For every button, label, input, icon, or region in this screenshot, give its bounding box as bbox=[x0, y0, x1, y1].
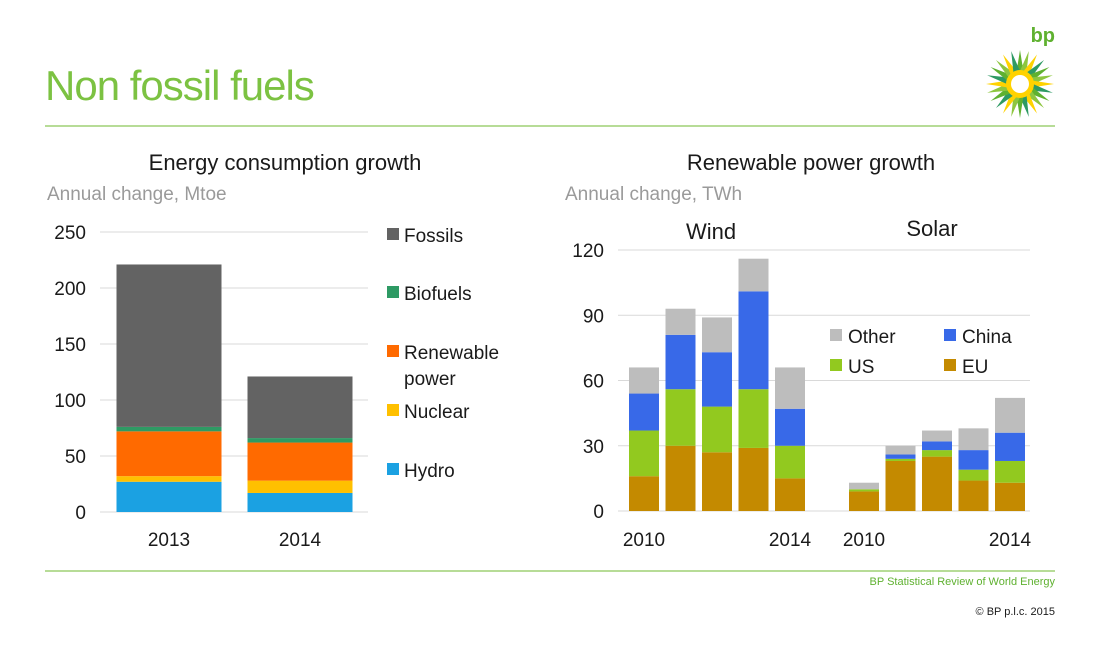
chart2-title: Renewable power growth bbox=[687, 150, 935, 175]
chart1-legend-label-nuclear: Nuclear bbox=[404, 402, 470, 423]
chart2-ytick: 120 bbox=[572, 241, 604, 262]
chart1-bar-nuclear-2013 bbox=[116, 476, 222, 482]
chart1-legend-label-hydro: Hydro bbox=[404, 461, 455, 482]
copyright-note: © BP p.l.c. 2015 bbox=[975, 606, 1055, 618]
chart1-legend-swatch-biofuels bbox=[387, 286, 399, 298]
chart2-ytick: 60 bbox=[583, 372, 604, 393]
logo-text: bp bbox=[1030, 25, 1055, 47]
chart1-legend-label-fossils: Fossils bbox=[404, 226, 463, 247]
chart2-bar-solar-other-2012 bbox=[922, 430, 952, 442]
chart2-bar-wind-other-2014 bbox=[775, 367, 805, 409]
chart2-bar-wind-us-2011 bbox=[665, 389, 696, 446]
chart1-xtick: 2013 bbox=[148, 530, 190, 551]
chart2-bar-solar-eu-2013 bbox=[958, 480, 989, 511]
chart1-legend-swatch-fossils bbox=[387, 228, 399, 240]
chart1-ytick: 100 bbox=[54, 391, 86, 412]
chart1-legend-swatch-hydro bbox=[387, 463, 399, 475]
chart2-bar-wind-china-2011 bbox=[665, 334, 696, 390]
footer-divider bbox=[45, 570, 1055, 572]
chart2-legend-swatch-china bbox=[944, 329, 956, 341]
chart1-bar-nuclear-2014 bbox=[247, 480, 353, 493]
chart2-bar-wind-china-2014 bbox=[775, 408, 805, 446]
chart2-xtick: 2014 bbox=[769, 530, 812, 551]
chart1-ytick: 0 bbox=[75, 503, 86, 524]
chart1-ytick: 200 bbox=[54, 279, 86, 300]
chart2-bar-wind-other-2010 bbox=[629, 367, 659, 394]
chart1-bar-hydro-2014 bbox=[247, 492, 353, 512]
chart2-bar-wind-us-2012 bbox=[702, 406, 732, 453]
chart2-bar-solar-eu-2012 bbox=[922, 456, 952, 511]
chart2-bar-solar-other-2011 bbox=[885, 445, 916, 455]
helios-icon bbox=[986, 50, 1054, 118]
chart1-ytick: 250 bbox=[54, 223, 86, 244]
chart2-bar-solar-us-2013 bbox=[958, 469, 989, 481]
chart1-bar-fossils-2013 bbox=[116, 264, 222, 427]
chart2-legend-label-other: Other bbox=[848, 327, 896, 348]
chart2-bar-solar-china-2012 bbox=[922, 441, 952, 451]
chart2-bar-wind-other-2012 bbox=[702, 317, 732, 353]
chart1-bar-renewable-power-2014 bbox=[247, 442, 353, 481]
chart2-xtick: 2014 bbox=[989, 530, 1032, 551]
chart2-bar-wind-eu-2012 bbox=[702, 452, 732, 511]
chart2-group-label-solar: Solar bbox=[906, 216, 957, 241]
chart2-ytick: 0 bbox=[593, 502, 604, 523]
chart2-bar-wind-other-2013 bbox=[738, 258, 769, 292]
chart2-bar-solar-us-2010 bbox=[849, 489, 879, 492]
chart1-bar-biofuels-2013 bbox=[116, 426, 222, 432]
chart1-title: Energy consumption growth bbox=[149, 150, 422, 175]
chart2-bar-solar-us-2011 bbox=[885, 458, 916, 461]
chart2-bar-wind-us-2013 bbox=[738, 389, 769, 448]
chart2-bar-solar-china-2013 bbox=[958, 450, 989, 470]
chart2-xtick: 2010 bbox=[843, 530, 885, 551]
chart1-bar-biofuels-2014 bbox=[247, 438, 353, 443]
chart2-bar-solar-other-2014 bbox=[995, 397, 1025, 433]
chart2-bar-wind-eu-2011 bbox=[665, 445, 696, 511]
chart2-bar-wind-other-2011 bbox=[665, 308, 696, 335]
page-title: Non fossil fuels bbox=[45, 62, 315, 109]
charts-canvas: Energy consumption growth Annual change, … bbox=[47, 150, 1032, 551]
chart2-ytick: 30 bbox=[583, 437, 604, 458]
chart2-bar-wind-eu-2013 bbox=[738, 447, 769, 511]
chart2-bar-solar-eu-2010 bbox=[849, 491, 879, 511]
chart1-bar-hydro-2013 bbox=[116, 481, 222, 512]
chart1-subtitle: Annual change, Mtoe bbox=[47, 184, 227, 205]
chart2-bar-solar-other-2010 bbox=[849, 482, 879, 490]
chart1-bar-renewable-power-2013 bbox=[116, 431, 222, 477]
chart2-bar-solar-us-2012 bbox=[922, 450, 952, 457]
chart2-bar-solar-china-2011 bbox=[885, 454, 916, 459]
chart2-legend-swatch-other bbox=[830, 329, 842, 341]
chart2-bar-wind-china-2013 bbox=[738, 291, 769, 390]
chart2-xtick: 2010 bbox=[623, 530, 665, 551]
chart2-bar-wind-us-2014 bbox=[775, 445, 805, 479]
chart2-bar-solar-eu-2014 bbox=[995, 482, 1025, 511]
chart1-xtick: 2014 bbox=[279, 530, 322, 551]
chart1-legend-label-renewable-power: Renewable power bbox=[404, 343, 499, 390]
chart2-legend-swatch-eu bbox=[944, 359, 956, 371]
chart1-legend-swatch-renewable-power bbox=[387, 345, 399, 357]
chart1-ytick: 150 bbox=[54, 335, 86, 356]
chart2-legend-label-china: China bbox=[962, 327, 1012, 348]
chart2-bar-wind-china-2010 bbox=[629, 393, 659, 431]
chart2-legend-swatch-us bbox=[830, 359, 842, 371]
chart2-bar-solar-other-2013 bbox=[958, 428, 989, 451]
chart2-bar-wind-us-2010 bbox=[629, 430, 659, 477]
chart1-legend-label-biofuels: Biofuels bbox=[404, 284, 472, 305]
chart1-ytick: 50 bbox=[65, 447, 86, 468]
chart2-legend-label-eu: EU bbox=[962, 357, 988, 378]
bp-logo: bp bbox=[985, 25, 1055, 120]
chart2-bar-wind-eu-2014 bbox=[775, 478, 805, 511]
chart1-legend-swatch-nuclear bbox=[387, 404, 399, 416]
chart2-bar-wind-eu-2010 bbox=[629, 476, 659, 511]
chart2-group-label-wind: Wind bbox=[686, 219, 736, 244]
chart2-bar-wind-china-2012 bbox=[702, 352, 732, 407]
chart2-bar-solar-china-2014 bbox=[995, 432, 1025, 461]
chart2-bar-solar-us-2014 bbox=[995, 460, 1025, 483]
chart2-subtitle: Annual change, TWh bbox=[565, 184, 742, 205]
chart2-bar-solar-eu-2011 bbox=[885, 460, 916, 511]
chart2-ytick: 90 bbox=[583, 306, 604, 327]
header-divider bbox=[45, 125, 1055, 127]
chart1-bar-fossils-2014 bbox=[247, 376, 353, 439]
chart2-legend-label-us: US bbox=[848, 357, 874, 378]
source-note: BP Statistical Review of World Energy bbox=[869, 576, 1055, 588]
